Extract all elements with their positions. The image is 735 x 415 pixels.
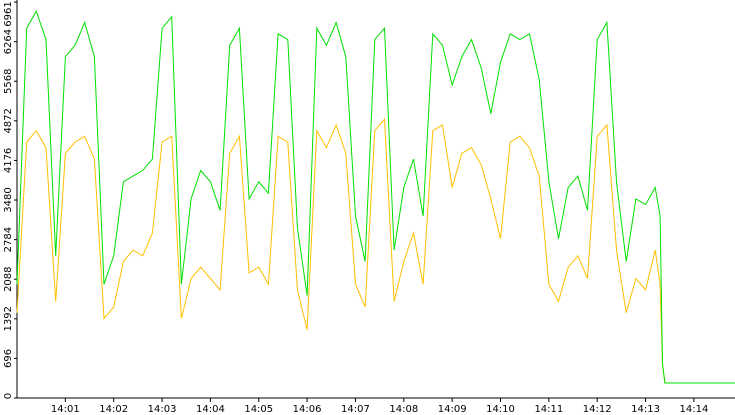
y-tick-label: 2088 bbox=[3, 266, 14, 291]
x-tick-label: 14:14 bbox=[679, 404, 708, 415]
y-tick-label: 6961 bbox=[3, 1, 14, 26]
x-tick-label: 14:06 bbox=[293, 404, 322, 415]
y-tick-label: 0 bbox=[3, 393, 14, 399]
x-tick-label: 14:07 bbox=[341, 404, 370, 415]
y-tick-label: 696 bbox=[3, 349, 14, 368]
y-tick-label: 4872 bbox=[3, 108, 14, 133]
x-tick-label: 14:05 bbox=[244, 404, 273, 415]
x-tick-label: 14:02 bbox=[99, 404, 128, 415]
x-tick-label: 14:01 bbox=[51, 404, 80, 415]
x-tick-label: 14:03 bbox=[148, 404, 177, 415]
y-tick-label: 2784 bbox=[3, 227, 14, 252]
y-tick-label: 4176 bbox=[3, 148, 14, 173]
y-tick-label: 6264 bbox=[3, 29, 14, 54]
y-tick-label: 3480 bbox=[3, 187, 14, 212]
series-line bbox=[16, 117, 735, 384]
x-tick-label: 14:12 bbox=[583, 404, 612, 415]
x-tick-label: 14:08 bbox=[389, 404, 418, 415]
y-tick-label: 5568 bbox=[3, 69, 14, 94]
x-tick-label: 14:04 bbox=[196, 404, 225, 415]
x-tick-label: 14:09 bbox=[438, 404, 467, 415]
x-tick-label: 14:10 bbox=[486, 404, 515, 415]
y-tick-label: 1392 bbox=[3, 306, 14, 331]
x-tick-label: 14:11 bbox=[534, 404, 563, 415]
series-line bbox=[16, 9, 735, 384]
x-tick-label: 14:13 bbox=[631, 404, 660, 415]
